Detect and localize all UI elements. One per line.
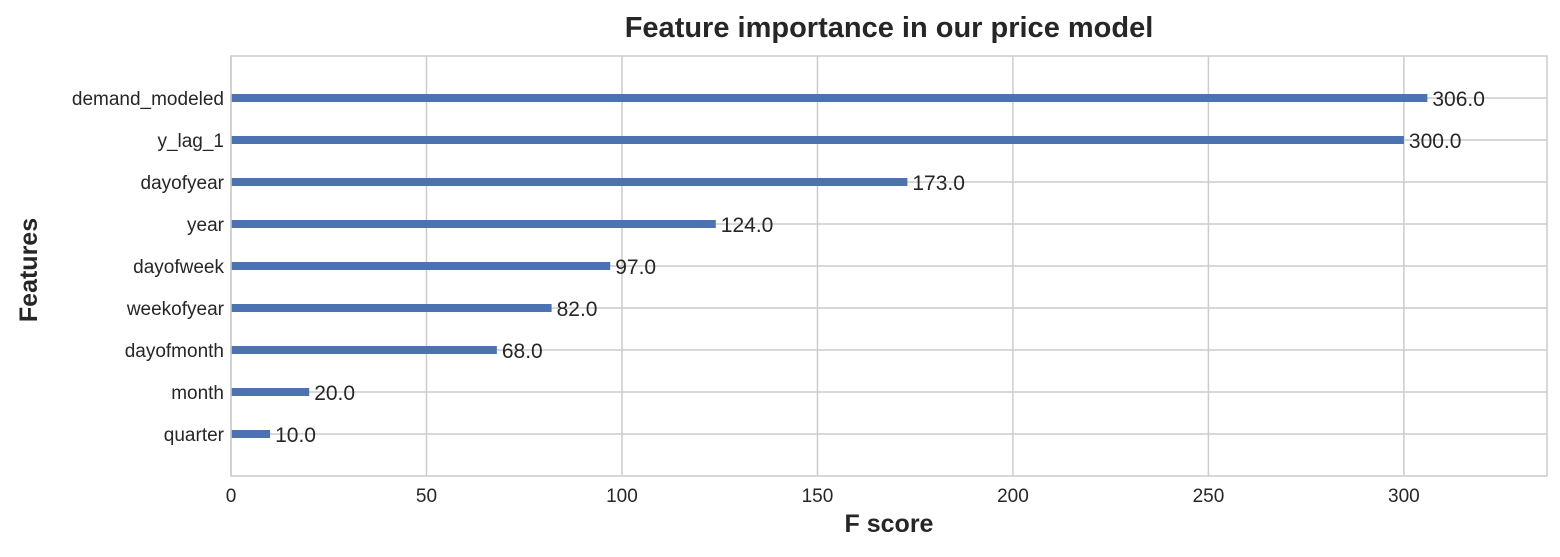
- value-label: 20.0: [314, 382, 355, 405]
- value-label: 300.0: [1409, 130, 1462, 153]
- bar-y_lag_1: [231, 136, 1404, 144]
- value-label: 10.0: [275, 424, 316, 447]
- y-tick-label: weekofyear: [126, 299, 225, 320]
- x-tick-label: 100: [606, 486, 638, 507]
- bar-demand_modeled: [231, 94, 1428, 102]
- bar-month: [231, 388, 310, 396]
- value-label: 173.0: [912, 172, 965, 195]
- bar-dayofyear: [231, 178, 908, 186]
- y-tick-label: dayofmonth: [125, 341, 224, 362]
- x-tick-label: 200: [997, 486, 1029, 507]
- y-tick-label: dayofweek: [133, 257, 224, 278]
- y-tick-label: demand_modeled: [72, 89, 224, 110]
- bar-year: [231, 220, 716, 228]
- bar-quarter: [231, 430, 271, 438]
- bar-dayofmonth: [231, 346, 497, 354]
- value-label: 97.0: [615, 256, 656, 279]
- value-labels: 306.0 300.0 173.0 124.0 97.0 82.0 68.0 20.0 10.0: [275, 88, 1485, 447]
- chart-title: Feature importance in our price model: [625, 12, 1154, 44]
- x-tick-labels: 0 50 100 150 200 250 300: [226, 486, 1420, 507]
- y-tick-label: dayofyear: [141, 173, 225, 194]
- bar-dayofweek: [231, 262, 611, 270]
- value-label: 306.0: [1432, 88, 1485, 111]
- x-tick-label: 150: [802, 486, 834, 507]
- x-tick-label: 250: [1193, 486, 1225, 507]
- value-label: 124.0: [721, 214, 774, 237]
- y-tick-labels: demand_modeled y_lag_1 dayofyear year dayofw…: [72, 89, 225, 446]
- y-tick-label: year: [187, 215, 225, 236]
- y-axis-label: Features: [15, 218, 43, 322]
- x-tick-label: 300: [1388, 486, 1420, 507]
- y-tick-label: quarter: [164, 425, 225, 446]
- plot-frame: [230, 55, 1548, 477]
- bars: [231, 94, 1428, 438]
- x-tick-label: 50: [416, 486, 437, 507]
- bar-weekofyear: [231, 304, 552, 312]
- y-tick-label: month: [171, 383, 224, 404]
- value-label: 68.0: [502, 340, 543, 363]
- y-tick-label: y_lag_1: [157, 131, 224, 152]
- x-axis-label: F score: [845, 510, 934, 538]
- value-label: 82.0: [557, 298, 598, 321]
- x-tick-label: 0: [226, 486, 237, 507]
